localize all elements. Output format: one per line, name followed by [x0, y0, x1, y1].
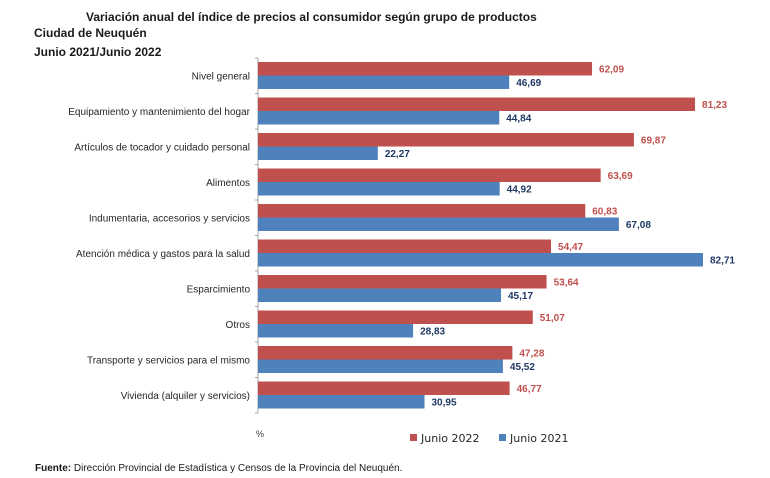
data-label: 47,28 — [519, 349, 544, 360]
data-label: 45,17 — [508, 291, 533, 302]
x-axis-label: % — [256, 429, 264, 439]
bar-junio-2021 — [258, 359, 503, 373]
category-label: Nivel general — [192, 71, 250, 82]
city-subtitle: Ciudad de Neuquén — [34, 26, 147, 40]
bar-junio-2022 — [258, 168, 601, 182]
category-label: Indumentaria, accesorios y servicios — [89, 213, 250, 224]
source-label: Fuente: — [35, 463, 72, 474]
bar-junio-2022 — [258, 381, 510, 395]
data-label: 53,64 — [554, 278, 579, 289]
category-label: Equipamiento y mantenimiento del hogar — [68, 107, 250, 118]
data-label: 69,87 — [641, 136, 666, 147]
bar-junio-2022 — [258, 62, 593, 76]
bar-junio-2021 — [258, 146, 378, 160]
chart-title: Variación anual del índice de precios al… — [86, 10, 537, 24]
data-label: 54,47 — [558, 242, 583, 253]
data-label: 45,52 — [510, 362, 535, 373]
data-label: 44,92 — [507, 185, 532, 196]
category-label: Otros — [226, 320, 250, 331]
bar-junio-2022 — [258, 346, 513, 360]
category-label: Transporte y servicios para el mismo — [87, 355, 250, 366]
source-note: Fuente: Dirección Provincial de Estadíst… — [35, 463, 402, 474]
bar-junio-2022 — [258, 133, 634, 147]
bar-junio-2021 — [258, 324, 414, 338]
data-label: 46,69 — [516, 78, 541, 89]
bar-junio-2021 — [258, 217, 619, 231]
bar-junio-2022 — [258, 239, 552, 253]
data-label: 22,27 — [385, 149, 410, 160]
data-label: 81,23 — [702, 100, 727, 111]
data-label: 44,84 — [506, 114, 531, 125]
bar-junio-2022 — [258, 204, 586, 218]
bar-junio-2021 — [258, 288, 502, 302]
bar-junio-2021 — [258, 75, 510, 89]
data-label: 67,08 — [626, 220, 651, 231]
data-label: 82,71 — [710, 256, 735, 267]
category-label: Atención médica y gastos para la salud — [76, 249, 250, 260]
data-label: 51,07 — [540, 313, 565, 324]
data-label: 62,09 — [599, 65, 624, 76]
bar-junio-2021 — [258, 253, 703, 267]
bar-junio-2022 — [258, 310, 533, 324]
data-label: 30,95 — [432, 398, 457, 409]
bar-junio-2022 — [258, 275, 547, 289]
category-label: Alimentos — [206, 178, 250, 189]
category-label: Esparcimiento — [187, 284, 251, 295]
data-label: 60,83 — [592, 207, 617, 218]
period-subtitle: Junio 2021/Junio 2022 — [34, 45, 162, 59]
legend-label: Junio 2021 — [509, 432, 568, 445]
source-text: Dirección Provincial de Estadística y Ce… — [71, 463, 403, 474]
bar-junio-2021 — [258, 111, 500, 125]
category-label: Vivienda (alquiler y servicios) — [121, 391, 250, 402]
data-label: 63,69 — [608, 171, 633, 182]
legend-swatch — [499, 434, 506, 441]
legend-swatch — [410, 434, 417, 441]
bar-junio-2022 — [258, 97, 696, 111]
category-label: Artículos de tocador y cuidado personal — [74, 142, 250, 153]
bar-junio-2021 — [258, 182, 500, 196]
bar-junio-2021 — [258, 395, 425, 409]
data-label: 28,83 — [420, 327, 445, 338]
legend-label: Junio 2022 — [420, 432, 479, 445]
data-label: 46,77 — [517, 384, 542, 395]
